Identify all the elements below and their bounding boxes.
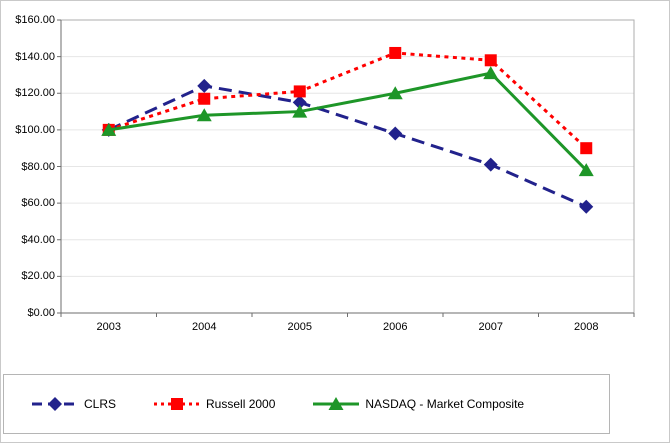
legend-entry: NASDAQ - Market Composite	[313, 396, 524, 412]
legend-marker-shape	[328, 397, 344, 410]
data-point-marker	[198, 92, 211, 105]
data-point-marker	[389, 46, 402, 59]
legend-entry: CLRS	[32, 396, 116, 412]
series-line-clrs	[108, 84, 587, 209]
x-tick-label: 2004	[192, 321, 217, 333]
x-tick-label: 2007	[478, 321, 503, 333]
legend-label: NASDAQ - Market Composite	[365, 397, 525, 411]
x-tick-label: 2006	[383, 321, 408, 333]
data-point-marker	[101, 122, 117, 136]
data-point-marker	[293, 85, 306, 98]
legend-marker-diamond-icon	[32, 397, 78, 411]
data-point-marker	[387, 86, 403, 100]
data-point-marker	[579, 199, 594, 214]
x-tick-label: 2003	[96, 321, 121, 333]
data-point-marker	[483, 66, 499, 80]
x-tick-label: 2005	[287, 321, 312, 333]
y-tick-label: $160.00	[15, 14, 55, 26]
y-tick-label: $80.00	[21, 160, 55, 173]
data-point-marker	[483, 157, 498, 172]
data-point-marker	[292, 95, 307, 110]
data-point-marker	[484, 54, 497, 67]
y-tick-label: $40.00	[21, 233, 55, 246]
data-point-marker	[292, 104, 308, 118]
data-point-marker	[196, 108, 212, 122]
legend-entry: Russell 2000	[154, 396, 275, 412]
data-point-marker	[197, 78, 212, 93]
series-line-nasdaq-market-composite	[108, 71, 588, 172]
data-point-marker	[580, 142, 593, 155]
legend: CLRS Russell 2000 NASDAQ - Market Composit…	[3, 374, 610, 434]
data-point-marker	[388, 126, 403, 141]
legend-marker-shape	[171, 398, 184, 410]
legend-label: CLRS	[84, 397, 117, 411]
y-tick-label: $60.00	[21, 197, 55, 210]
y-tick-label: $0.00	[27, 307, 55, 319]
legend-marker-triangle-up-icon	[313, 397, 360, 410]
x-tick-label: 2008	[574, 321, 599, 333]
y-tick-label: $100.00	[15, 123, 55, 136]
data-point-marker	[578, 163, 594, 177]
y-tick-label: $140.00	[15, 50, 55, 63]
legend-marker-square-icon	[154, 398, 201, 410]
y-tick-label: $120.00	[15, 87, 55, 100]
legend-marker-shape	[48, 397, 62, 411]
legend-label: Russell 2000	[206, 397, 276, 411]
series-line-russell-2000	[108, 51, 588, 150]
y-tick-label: $20.00	[21, 270, 55, 283]
